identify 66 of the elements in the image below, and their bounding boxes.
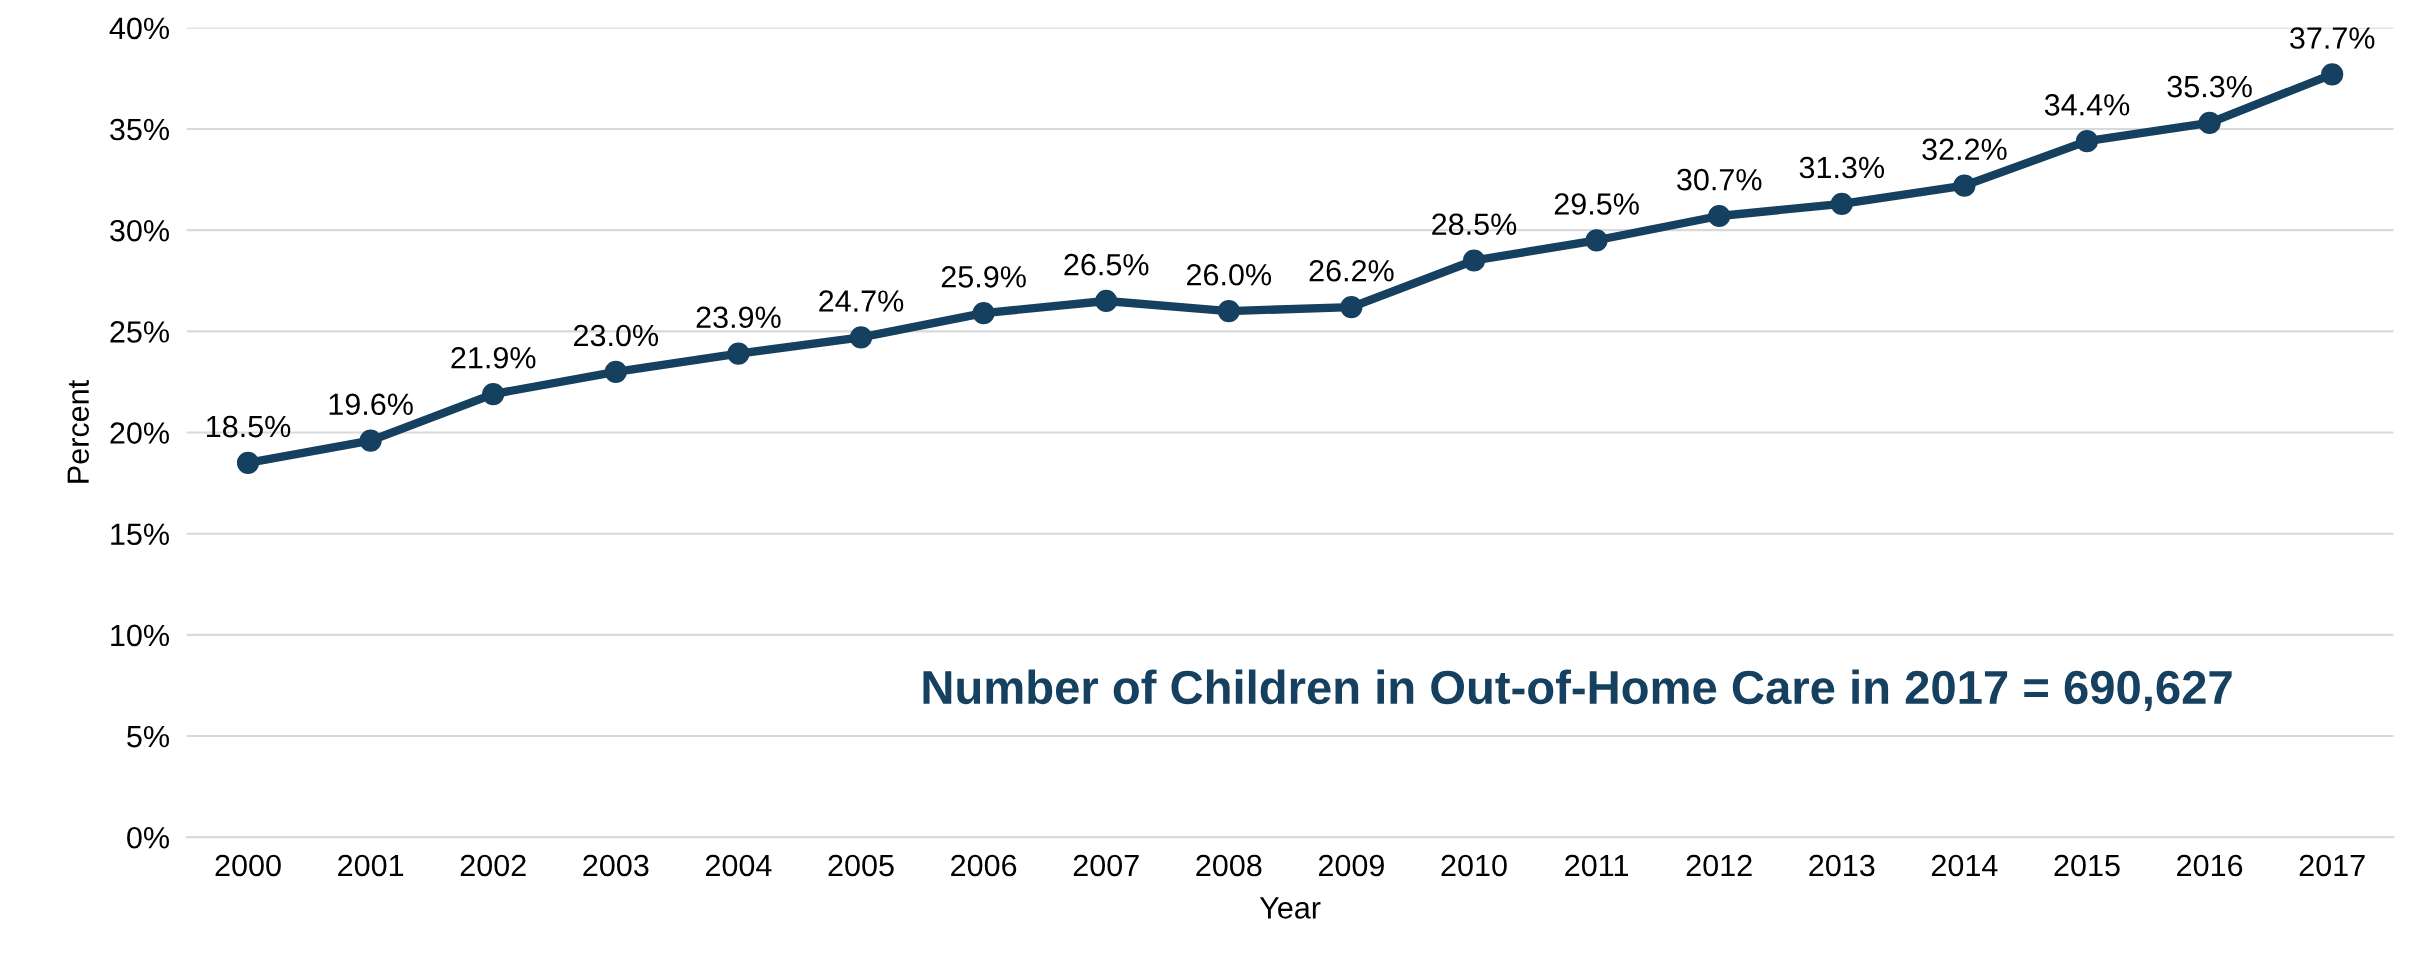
x-tick-label: 2005 — [828, 854, 894, 877]
x-axis-title: Year — [1259, 897, 1321, 919]
x-tick-label: 2017 — [2299, 854, 2365, 877]
point — [2075, 130, 2099, 153]
data-label: 18.5% — [207, 415, 291, 438]
data-label: 26.2% — [1309, 259, 1394, 282]
point — [1585, 229, 1608, 252]
data-label: 23.9% — [696, 306, 781, 329]
x-tick-label: 2007 — [1073, 854, 1139, 877]
y-tick-label: 5% — [127, 725, 169, 748]
x-tick-label: 2011 — [1565, 854, 1628, 877]
x-tick-label: 2013 — [1809, 854, 1875, 877]
point — [359, 429, 382, 452]
data-label: 37.7% — [2290, 27, 2375, 49]
data-label: 25.9% — [941, 266, 1026, 288]
data-label: 23.0% — [574, 324, 659, 347]
point — [1340, 295, 1363, 319]
y-axis-title: Percent — [67, 380, 89, 483]
x-tick-label: 2003 — [583, 854, 649, 877]
y-tick-label: 10% — [111, 624, 169, 647]
point — [1095, 289, 1118, 313]
x-tick-label: 2008 — [1196, 854, 1262, 877]
y-tick-label: 40% — [109, 17, 169, 40]
point — [972, 302, 995, 325]
y-tick-label: 20% — [110, 422, 169, 444]
point — [236, 451, 260, 474]
point — [2321, 63, 2344, 86]
data-label: 29.5% — [1554, 193, 1639, 215]
point — [727, 342, 750, 365]
x-tick-label: 2015 — [2054, 854, 2120, 877]
x-tick-label: 2002 — [460, 854, 526, 877]
point — [849, 326, 873, 349]
data-label: 34.4% — [2044, 94, 2130, 116]
x-tick-label: 2004 — [705, 854, 772, 877]
y-tick-label: 15% — [111, 523, 169, 546]
y-tick-label: 25% — [110, 321, 169, 343]
data-label: 28.5% — [1432, 213, 1517, 236]
x-tick-label: 2016 — [2177, 854, 2243, 877]
point — [604, 360, 627, 383]
point — [1462, 249, 1486, 272]
data-label: 31.3% — [1799, 156, 1885, 179]
point — [2198, 111, 2221, 135]
data-label: 21.9% — [451, 346, 536, 369]
x-tick-label: 2012 — [1686, 854, 1752, 877]
y-tick-label: 30% — [110, 219, 169, 242]
point — [1830, 192, 1853, 215]
point — [1953, 174, 1976, 197]
point — [482, 382, 505, 406]
data-label: 19.6% — [329, 393, 413, 416]
x-tick-label: 2014 — [1931, 854, 1998, 877]
y-tick-label: 35% — [110, 118, 169, 141]
data-label: 35.3% — [2167, 75, 2252, 98]
x-tick-label: 2009 — [1318, 854, 1384, 877]
x-tick-label: 2001 — [338, 854, 404, 877]
data-label: 32.2% — [1922, 138, 2007, 161]
x-tick-label: 2006 — [951, 854, 1017, 877]
annotation: Number of Children in Out-of-Home Care in 2017 = 690,627 — [923, 669, 2232, 712]
x-tick-label: 2010 — [1441, 854, 1507, 877]
x-tick-label: 2000 — [215, 854, 281, 877]
data-label: 26.5% — [1064, 253, 1149, 276]
data-label: 30.7% — [1677, 168, 1762, 191]
y-tick-label: 0% — [127, 826, 169, 849]
point — [1708, 204, 1731, 228]
point — [1217, 299, 1240, 323]
data-label: 24.7% — [819, 290, 904, 312]
data-label: 26.0% — [1187, 263, 1272, 286]
